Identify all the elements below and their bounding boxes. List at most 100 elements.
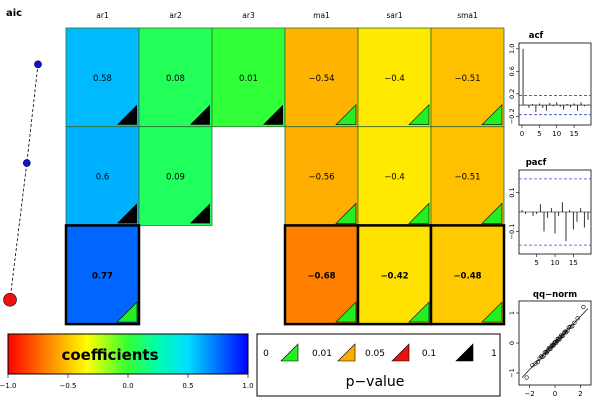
pvalue-triangle (335, 103, 357, 125)
column-header-sma1: sma1 (457, 11, 478, 20)
coefficient-value-label: 0.01 (239, 74, 258, 84)
acf-ytick-label: 0.6 (508, 66, 516, 76)
coefficient-value-label: −0.4 (384, 173, 405, 183)
qq-panel: qq−norm −2 0 2 −1 0 1 (508, 290, 592, 398)
pacf-xtick-label: 10 (551, 259, 560, 267)
acf-ytick-label: 1.0 (508, 44, 516, 54)
qq-point (535, 359, 540, 365)
colorbar-tick-label: 0.0 (122, 382, 133, 390)
pvalue-triangle (481, 202, 503, 224)
pvalue-break-label: 0.01 (312, 349, 332, 359)
pvalue-legend: p−value 0 0.01 0.05 0.1 1 (256, 333, 501, 397)
coefficient-cell (138, 126, 213, 226)
pvalue-triangle (481, 103, 503, 125)
qq-xtick-label: 2 (578, 390, 582, 398)
colorbar-gradient (7, 333, 249, 375)
coefficient-value-label: −0.48 (453, 271, 481, 281)
qq-point (544, 350, 550, 355)
pvalue-triangle (190, 203, 210, 224)
acf-xtick-label: 15 (570, 130, 579, 138)
coefficient-value-label: 0.6 (96, 173, 110, 183)
pvalue-triangle (117, 104, 137, 125)
qq-point (550, 343, 556, 348)
qq-title: qq−norm (533, 290, 577, 300)
colorbar-tick-label: −1.0 (0, 382, 17, 390)
coefficient-value-label: 0.77 (92, 271, 113, 281)
pvalue-break-label: 0 (263, 349, 269, 359)
coefficient-value-label: −0.68 (307, 271, 335, 281)
coefficient-cell (65, 126, 140, 226)
pvalue-break-label: 0.05 (365, 349, 385, 359)
pacf-title: pacf (526, 158, 547, 168)
qq-xtick-label: −2 (524, 390, 534, 398)
coefficient-cell (430, 126, 505, 226)
pvalue-swatch (391, 343, 410, 362)
coefficient-cell (138, 27, 213, 128)
coefficient-value-label: −0.56 (308, 173, 334, 183)
acf-ytick-label: −0.2 (508, 108, 516, 124)
coefficient-value-label: −0.51 (454, 74, 480, 84)
pvalue-swatch (455, 343, 474, 362)
coefficient-grid: ar1 ar2 ar3 ma1 sar1 sma1 0.58 0.08 0.01 −0.54 −0.… (64, 11, 506, 326)
coefficient-cell (211, 27, 286, 128)
acf-ytick-label: 0.2 (508, 89, 516, 99)
pvalue-triangle (335, 301, 357, 323)
coefficient-value-label: 0.08 (166, 74, 185, 84)
qq-point (540, 354, 545, 359)
aic-point (34, 60, 42, 69)
aic-title: aic (6, 8, 22, 19)
coefficient-cell (430, 27, 505, 128)
coefficient-cell (283, 224, 360, 326)
qq-ytick-label: 0 (508, 341, 516, 345)
pvalue-swatch (280, 343, 299, 362)
qq-point (568, 324, 573, 329)
acf-xtick-label: 0 (520, 130, 524, 138)
pvalue-break-label: 1 (491, 349, 497, 359)
pvalue-swatch (337, 343, 356, 362)
coefficient-cell (65, 27, 140, 128)
acf-xtick-label: 10 (552, 130, 561, 138)
qq-xtick-label: 0 (553, 390, 557, 398)
pacf-panel: pacf 5 10 15 0.1 −0.1 (508, 158, 592, 267)
coefficient-colorbar: coefficients −1.0 −0.5 0.0 0.5 1.0 (0, 333, 254, 390)
coefficient-value-label: −0.54 (308, 74, 334, 84)
coefficient-cell (357, 126, 432, 226)
coefficient-cell (356, 224, 433, 326)
qq-point (559, 333, 564, 338)
qq-point (548, 346, 553, 351)
qq-ytick-label: −1 (508, 368, 516, 378)
column-header-ar1: ar1 (96, 11, 109, 20)
pvalue-triangle (190, 104, 210, 125)
acf-xtick-label: 5 (537, 130, 541, 138)
coefficient-value-label: −0.4 (384, 74, 405, 84)
qq-point (552, 340, 557, 345)
pvalue-triangle (408, 103, 430, 125)
qq-point (581, 304, 586, 310)
column-header-ar2: ar2 (169, 11, 182, 20)
aic-line (9, 64, 39, 300)
qq-point (560, 333, 566, 338)
acf-title: acf (529, 31, 544, 41)
column-header-sar1: sar1 (386, 11, 403, 20)
acf-panel: acf 0 5 10 15 1.0 0.6 0.2 −0.2 (508, 31, 592, 138)
pvalue-triangle (335, 202, 357, 224)
pvalue-triangle (116, 301, 138, 323)
acf-frame (518, 42, 592, 126)
coefficient-value-label: 0.09 (166, 173, 185, 183)
qq-point (570, 324, 575, 329)
coefficient-cell (284, 126, 359, 226)
colorbar-tick-label: 1.0 (242, 382, 253, 390)
qq-point (524, 375, 529, 380)
coefficient-cell (429, 224, 506, 326)
qq-ytick-label: 1 (508, 311, 516, 315)
aic-panel: aic (3, 8, 42, 307)
qq-point (550, 342, 555, 347)
colorbar-title: coefficients (61, 346, 158, 364)
pvalue-triangle (408, 202, 430, 224)
pacf-xtick-label: 5 (534, 259, 538, 267)
qq-point (557, 337, 562, 342)
pacf-ytick-label: 0.1 (508, 187, 516, 197)
coefficient-value-label: 0.58 (93, 74, 112, 84)
